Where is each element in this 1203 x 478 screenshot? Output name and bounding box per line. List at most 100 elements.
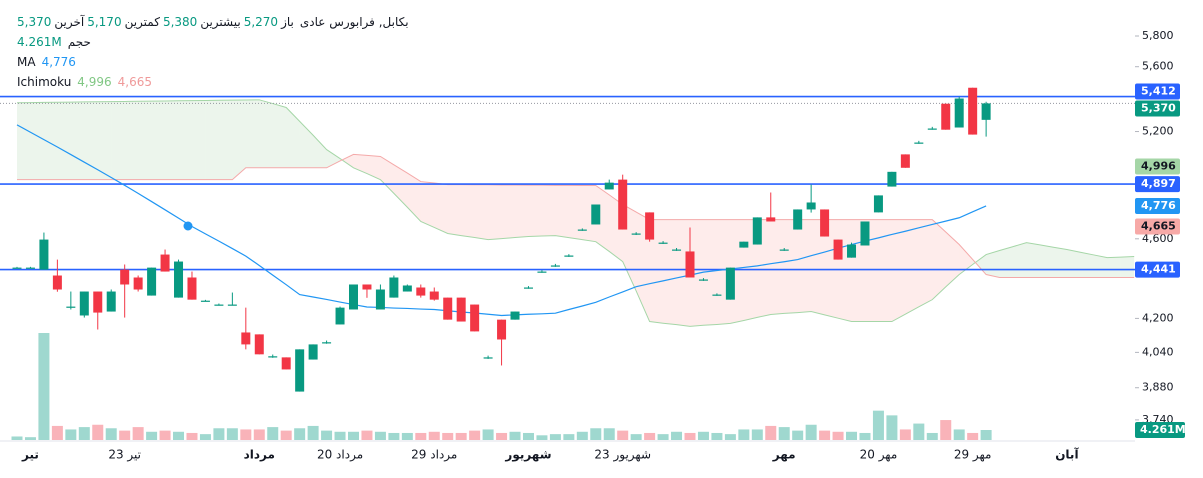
candle-body [389, 277, 399, 298]
y-tick-label: 4,600 [1142, 232, 1174, 245]
cloud-segment [461, 184, 475, 238]
cloud-segment [690, 219, 704, 327]
candle-body [362, 284, 372, 290]
price-label-box [1135, 100, 1180, 117]
ma-row: MA 4,776 [17, 52, 377, 72]
cloud-segment [945, 231, 960, 287]
volume-bar [321, 430, 333, 440]
candle-body [133, 277, 143, 290]
volume-bar [496, 432, 508, 440]
candle-body [227, 304, 237, 306]
cloud-segment [178, 100, 192, 180]
cloud-segment [770, 219, 785, 315]
volume-bar [455, 432, 467, 440]
field-value: 5,170 [87, 15, 122, 29]
volume-bar [819, 430, 831, 440]
price-label: 4,665 [1141, 220, 1176, 233]
cloud-segment [918, 219, 933, 307]
candle-body [106, 291, 116, 312]
cloud-segment [986, 250, 1000, 278]
cloud-segment [528, 185, 542, 237]
cloud-segment [420, 181, 435, 228]
cloud-segment [218, 100, 233, 180]
ichimoku-value: 4,665 [117, 75, 153, 89]
candle-body [120, 269, 130, 285]
price-label-box [1135, 197, 1180, 214]
ma-value: 4,776 [41, 55, 76, 69]
volume-bar [51, 425, 63, 440]
cloud-segment [30, 102, 44, 180]
cloud-segment [380, 156, 394, 194]
candle-body [402, 285, 412, 292]
cloud-segment [138, 101, 152, 180]
candle-body [779, 249, 789, 251]
volume-bar [630, 434, 642, 440]
candle-body [497, 319, 507, 340]
cloud-segment [407, 173, 421, 222]
candle-body [860, 221, 870, 246]
cloud-segment [70, 101, 85, 180]
x-tick-label: 29 مهر [954, 448, 992, 463]
candle-body [645, 212, 655, 240]
cloud-segment [43, 102, 58, 180]
field-label: باز [281, 15, 294, 29]
candle-body [93, 291, 103, 313]
field-label: کمترین [124, 15, 160, 29]
volume-bar [617, 430, 629, 440]
candle-body [25, 267, 35, 269]
price-label: 5,412 [1141, 84, 1176, 97]
cloud-segment [676, 219, 690, 327]
volume-bar [173, 431, 185, 440]
x-tick-label: شهریور [504, 448, 551, 463]
volume-bar [792, 430, 804, 440]
cloud-segment [17, 102, 31, 180]
ichimoku-row: Ichimoku 4,996 4,665 [17, 72, 377, 92]
event-marker[interactable] [182, 220, 194, 232]
cloud-segment [999, 246, 1014, 278]
volume-bar [280, 430, 292, 440]
cloud-segment [434, 182, 448, 234]
volume-bar [307, 425, 319, 440]
candle-body [147, 267, 157, 296]
volume-bar [415, 432, 427, 440]
candle-body [456, 297, 466, 322]
candle-body [443, 297, 453, 320]
volume-bar [738, 429, 750, 440]
volume-bar [724, 434, 736, 440]
volume-bar [536, 435, 548, 440]
x-tick-label: 29 مرداد [411, 448, 457, 463]
candle-body [523, 287, 533, 289]
cloud-segment [784, 219, 798, 314]
candle-body [375, 289, 385, 310]
volume-bar [38, 333, 50, 440]
candle-body [308, 344, 318, 360]
span-b-line [17, 153, 1135, 279]
volume-bar [146, 431, 158, 440]
volume-bar [590, 428, 602, 440]
volume-label: 4.261M [1140, 423, 1186, 436]
cloud-segment [582, 185, 596, 242]
candle-body [793, 209, 803, 230]
cloud-segment [165, 100, 179, 180]
cloud-segment [891, 219, 906, 322]
cloud-segment [151, 100, 166, 180]
cloud-segment [340, 154, 354, 168]
volume-bar [778, 427, 790, 440]
field-value: 5,270 [243, 15, 279, 29]
volume-bar [711, 432, 723, 440]
candle-body [712, 294, 722, 296]
candle-body [429, 291, 439, 300]
price-label-box [1135, 158, 1180, 175]
volume-bar [119, 430, 131, 440]
cloud-segment [488, 184, 502, 240]
y-tick-label: 5,800 [1142, 29, 1174, 42]
cloud-segment [124, 101, 139, 180]
cloud-segment [97, 101, 112, 180]
field-label: آخرین [54, 15, 85, 29]
cloud-segment [555, 185, 569, 238]
candle-body [66, 306, 76, 308]
volume-bar [846, 431, 858, 440]
volume-bar [576, 431, 588, 440]
candle-body [214, 304, 224, 306]
volume-bar [482, 429, 494, 440]
